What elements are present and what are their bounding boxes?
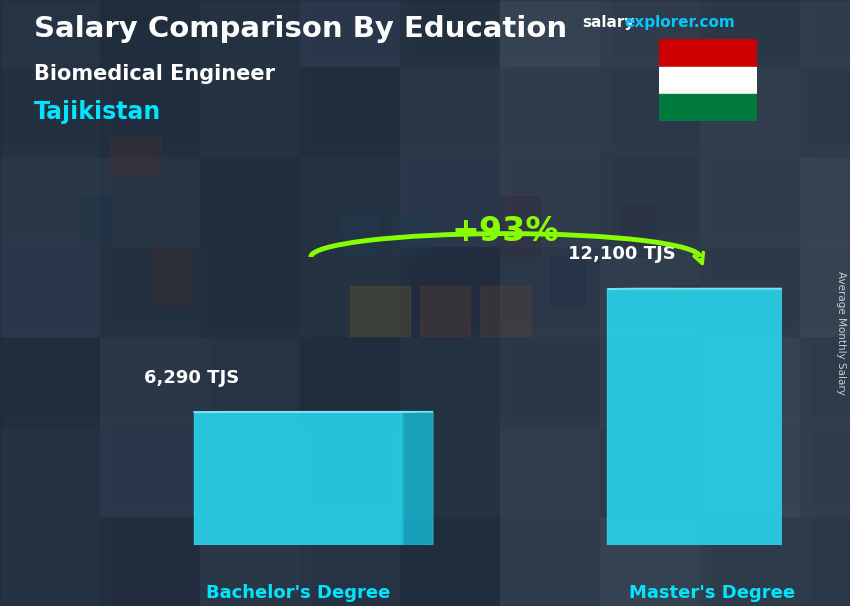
Bar bbox=[400, 146, 510, 246]
Bar bbox=[300, 506, 410, 606]
Bar bbox=[500, 146, 610, 246]
Bar bbox=[400, 236, 510, 336]
Text: 6,290 TJS: 6,290 TJS bbox=[144, 368, 239, 387]
Bar bbox=[700, 416, 810, 516]
Bar bbox=[200, 416, 310, 516]
Bar bbox=[700, 146, 810, 246]
Bar bbox=[0, 506, 110, 606]
Bar bbox=[0, 416, 110, 516]
Bar bbox=[200, 0, 310, 66]
Bar bbox=[150, 246, 190, 306]
Bar bbox=[600, 0, 710, 66]
Bar bbox=[700, 326, 810, 426]
Bar bbox=[600, 236, 710, 336]
Bar bbox=[500, 196, 540, 256]
Bar bbox=[100, 0, 210, 66]
Bar bbox=[0, 0, 110, 66]
Polygon shape bbox=[403, 411, 433, 545]
Bar bbox=[350, 286, 410, 336]
Bar bbox=[400, 56, 510, 156]
Bar bbox=[100, 506, 210, 606]
Bar bbox=[800, 326, 850, 426]
Bar bbox=[800, 56, 850, 156]
Bar bbox=[600, 506, 710, 606]
Text: 12,100 TJS: 12,100 TJS bbox=[568, 245, 675, 263]
Bar bbox=[600, 56, 710, 156]
Bar bbox=[500, 416, 610, 516]
Bar bbox=[0, 146, 110, 246]
Bar bbox=[500, 0, 610, 66]
Bar bbox=[100, 326, 210, 426]
Bar bbox=[620, 206, 655, 256]
Bar bbox=[200, 326, 310, 426]
Bar bbox=[500, 236, 610, 336]
Bar bbox=[340, 216, 380, 256]
Text: Tajikistan: Tajikistan bbox=[34, 100, 162, 124]
Bar bbox=[100, 56, 210, 156]
Bar bbox=[200, 506, 310, 606]
Bar bbox=[800, 506, 850, 606]
Bar bbox=[400, 0, 510, 66]
Bar bbox=[390, 216, 430, 256]
Bar bbox=[200, 236, 310, 336]
Text: Bachelor's Degree: Bachelor's Degree bbox=[206, 584, 390, 602]
Bar bbox=[300, 56, 410, 156]
Bar bbox=[500, 326, 610, 426]
Bar bbox=[550, 256, 585, 306]
Bar bbox=[0, 236, 110, 336]
Text: Average Monthly Salary: Average Monthly Salary bbox=[836, 271, 846, 395]
Bar bbox=[800, 416, 850, 516]
Text: salary: salary bbox=[582, 15, 635, 30]
Bar bbox=[659, 39, 756, 67]
Bar bbox=[800, 236, 850, 336]
Text: Biomedical Engineer: Biomedical Engineer bbox=[34, 64, 275, 84]
Polygon shape bbox=[817, 288, 847, 545]
Bar bbox=[800, 0, 850, 66]
Polygon shape bbox=[608, 288, 817, 545]
Bar bbox=[480, 286, 530, 336]
Bar bbox=[659, 94, 756, 121]
Bar bbox=[700, 236, 810, 336]
Bar bbox=[600, 326, 710, 426]
Bar bbox=[700, 0, 810, 66]
Bar bbox=[400, 506, 510, 606]
Bar bbox=[800, 146, 850, 246]
Bar bbox=[500, 56, 610, 156]
Bar bbox=[0, 56, 110, 156]
Bar bbox=[600, 416, 710, 516]
Bar bbox=[110, 136, 160, 176]
Bar bbox=[100, 416, 210, 516]
Bar bbox=[300, 326, 410, 426]
Bar bbox=[100, 236, 210, 336]
Bar bbox=[670, 286, 700, 326]
Bar bbox=[659, 67, 756, 94]
Bar bbox=[500, 506, 610, 606]
Text: +93%: +93% bbox=[451, 216, 559, 248]
Bar bbox=[300, 146, 410, 246]
Bar bbox=[200, 56, 310, 156]
Bar bbox=[400, 326, 510, 426]
Bar bbox=[400, 416, 510, 516]
Bar bbox=[200, 146, 310, 246]
Bar bbox=[100, 146, 210, 246]
Bar bbox=[300, 416, 410, 516]
Bar bbox=[600, 146, 710, 246]
Bar bbox=[300, 0, 410, 66]
Text: explorer.com: explorer.com bbox=[625, 15, 735, 30]
Text: Master's Degree: Master's Degree bbox=[629, 584, 796, 602]
Text: Salary Comparison By Education: Salary Comparison By Education bbox=[34, 15, 567, 43]
Bar bbox=[300, 236, 410, 336]
Polygon shape bbox=[194, 412, 403, 545]
Bar bbox=[80, 196, 110, 246]
Bar bbox=[420, 286, 470, 336]
Bar bbox=[0, 326, 110, 426]
Bar bbox=[700, 506, 810, 606]
Bar bbox=[700, 56, 810, 156]
